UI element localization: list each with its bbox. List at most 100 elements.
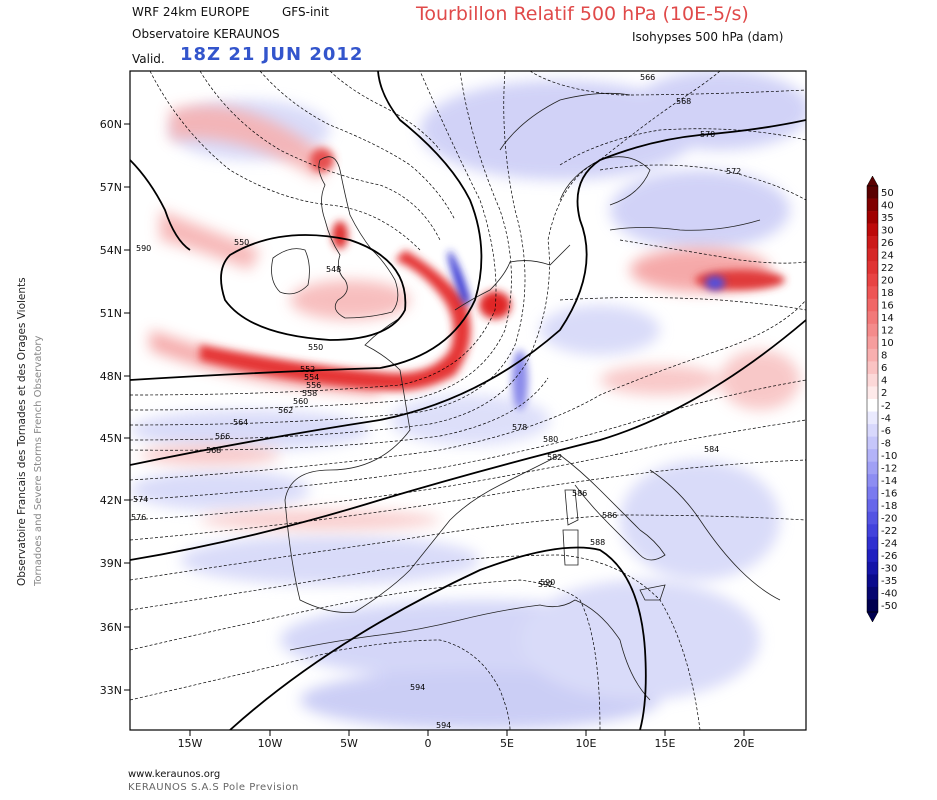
colorbar-swatch xyxy=(867,536,878,550)
colorbar-label: 16 xyxy=(881,301,894,312)
contour-label-590a: 590 xyxy=(540,578,555,587)
colorbar-label: 20 xyxy=(881,275,894,286)
lat-label-39n: 39N xyxy=(100,557,122,570)
colorbar-label: 24 xyxy=(881,250,894,261)
colorbar-top-arrow xyxy=(866,175,879,187)
contour-label-572: 572 xyxy=(726,167,741,176)
chart-title: Tourbillon Relatif 500 hPa (10E-5/s) xyxy=(416,3,749,25)
contour-label-548: 548 xyxy=(326,265,341,274)
colorbar-label: 30 xyxy=(881,225,894,236)
colorbar-label: 8 xyxy=(881,351,887,362)
colorbar-swatch xyxy=(867,323,878,337)
colorbar-swatch xyxy=(867,436,878,450)
colorbar-swatch xyxy=(867,198,878,212)
contour-label-570: 570 xyxy=(700,130,715,139)
colorbar-swatch xyxy=(867,399,878,412)
colorbar-swatch xyxy=(867,511,878,525)
colorbar-swatch xyxy=(867,574,878,588)
colorbar-label: -10 xyxy=(881,451,897,462)
colorbar-swatch xyxy=(867,449,878,462)
colorbar-swatch xyxy=(867,486,878,500)
colorbar-label: 6 xyxy=(881,363,887,374)
contour-label-582: 582 xyxy=(547,453,562,462)
colorbar-label: -22 xyxy=(881,526,897,537)
contour-label-564: 564 xyxy=(233,418,248,427)
colorbar-label: -2 xyxy=(881,401,891,412)
colorbar-swatch xyxy=(867,298,878,312)
colorbar-label: 14 xyxy=(881,313,894,324)
contour-label-552: 552 xyxy=(300,365,315,374)
lat-label-60n: 60N xyxy=(100,118,122,131)
colorbar-swatch xyxy=(867,336,878,350)
contour-label-550a: 550 xyxy=(234,238,249,247)
contour-label-586b: 586 xyxy=(602,511,617,520)
contour-label-556: 556 xyxy=(306,381,321,390)
contour-label-558: 558 xyxy=(302,389,317,398)
lat-label-45n: 45N xyxy=(100,432,122,445)
chart-subtitle: Isohypses 500 hPa (dam) xyxy=(632,30,784,44)
colorbar-label: 26 xyxy=(881,238,894,249)
lon-label-15e: 15E xyxy=(655,737,676,750)
colorbar-label: 18 xyxy=(881,288,894,299)
colorbar-swatch xyxy=(867,361,878,375)
colorbar-label: 50 xyxy=(881,188,894,199)
colorbar-swatch xyxy=(867,311,878,325)
colorbar-swatch xyxy=(867,586,878,600)
colorbar-swatch xyxy=(867,348,878,362)
colorbar-swatch xyxy=(867,373,878,387)
contour-labels: 548 550 550 552 554 556 558 560 562 564 … xyxy=(131,73,741,730)
contour-label-584: 584 xyxy=(704,445,719,454)
valid-label: Valid. xyxy=(132,52,165,66)
contour-label-588: 588 xyxy=(590,538,605,547)
colorbar-label: -8 xyxy=(881,438,891,449)
latitude-labels: 60N 57N 54N 51N 48N 45N 42N 39N 36N 33N xyxy=(100,118,122,697)
colorbar-swatch xyxy=(867,286,878,300)
contour-label-586a: 586 xyxy=(572,489,587,498)
colorbar-swatch xyxy=(867,499,878,513)
colorbar-label: -16 xyxy=(881,488,897,499)
contour-label-574: 574 xyxy=(133,495,148,504)
colorbar-label: -26 xyxy=(881,551,897,562)
colorbar-swatch xyxy=(867,474,878,488)
colorbar-swatch xyxy=(867,461,878,475)
lat-label-36n: 36N xyxy=(100,621,122,634)
colorbar-swatch xyxy=(867,424,878,437)
colorbar-label: -6 xyxy=(881,426,891,437)
colorbar-label: -30 xyxy=(881,564,897,575)
contour-label-566: 566 xyxy=(215,432,230,441)
valid-date: 18Z 21 JUN 2012 xyxy=(180,44,364,65)
colorbar-swatch xyxy=(867,411,878,425)
colorbar-label: -4 xyxy=(881,413,891,424)
colorbar-swatch xyxy=(867,186,878,199)
colorbar-label: 10 xyxy=(881,338,894,349)
coastlines xyxy=(271,92,781,701)
contour-label-592: 592 xyxy=(538,580,553,589)
lat-label-57n: 57N xyxy=(100,181,122,194)
colorbar-swatch xyxy=(867,549,878,563)
colorbar-label: 2 xyxy=(881,388,887,399)
contour-label-580: 580 xyxy=(543,435,558,444)
colorbar-swatch xyxy=(867,223,878,237)
lon-label-0: 0 xyxy=(425,737,432,750)
colorbar-swatch xyxy=(867,261,878,275)
footer-url: www.keraunos.org xyxy=(128,769,221,780)
colorbar-label: -18 xyxy=(881,501,897,512)
colorbar-swatch xyxy=(867,273,878,287)
contour-label-554: 554 xyxy=(304,373,319,382)
latitude-axis xyxy=(124,123,130,691)
colorbar-label: -40 xyxy=(881,589,897,600)
colorbar-frame xyxy=(866,185,879,613)
colorbar-swatch xyxy=(867,248,878,262)
lat-label-54n: 54N xyxy=(100,244,122,257)
lat-label-42n: 42N xyxy=(100,494,122,507)
contour-label-568: 568 xyxy=(206,446,221,455)
lat-label-51n: 51N xyxy=(100,307,122,320)
contour-label-576: 576 xyxy=(131,513,146,522)
model-name: WRF 24km EUROPE xyxy=(132,5,250,19)
vorticity-field xyxy=(130,71,806,730)
colorbar-label: 22 xyxy=(881,263,894,274)
contour-label-568-top: 568 xyxy=(676,97,691,106)
contour-label-594a: 594 xyxy=(410,683,425,692)
colorbar-bottom-arrow xyxy=(866,611,879,623)
